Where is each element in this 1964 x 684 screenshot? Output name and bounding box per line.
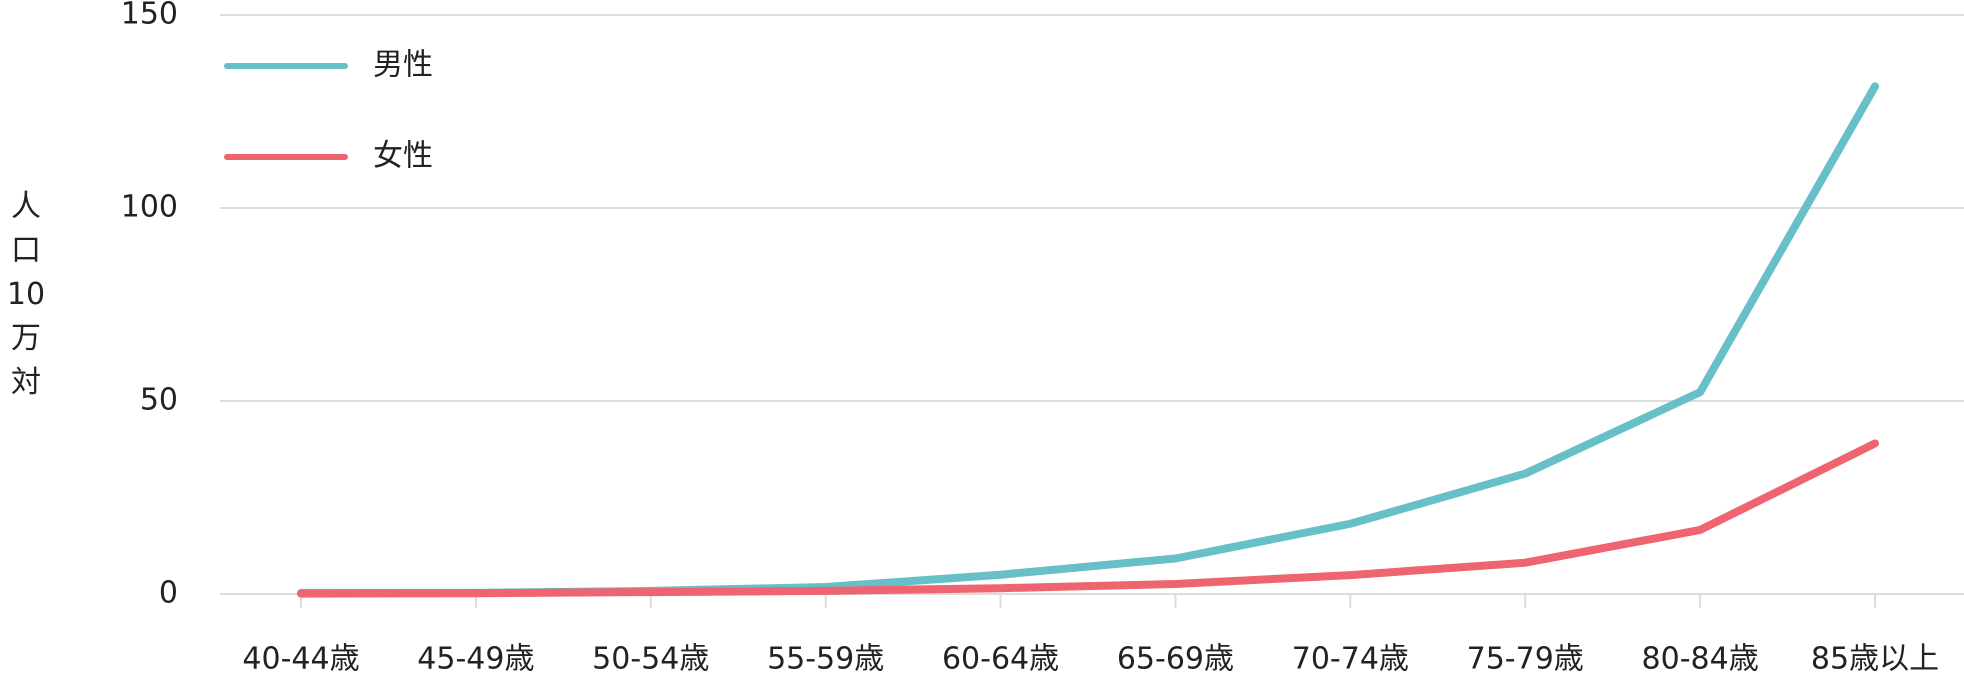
x-tick-label: 60-64歳	[942, 642, 1059, 677]
x-tick-label: 75-79歳	[1467, 642, 1584, 677]
x-tick-label: 85歳以上	[1811, 642, 1939, 677]
y-axis-label: 人口10万対	[6, 189, 46, 400]
y-tick-label: 50	[140, 383, 178, 418]
x-tick-label: 45-49歳	[417, 642, 534, 677]
x-tick-label: 50-54歳	[592, 642, 709, 677]
x-tick-label: 70-74歳	[1292, 642, 1409, 677]
y-tick-label: 100	[121, 190, 178, 225]
y-tick-label: 0	[159, 576, 178, 611]
x-tick-label: 80-84歳	[1642, 642, 1759, 677]
y-tick-label: 150	[121, 0, 178, 32]
series-line	[297, 439, 1879, 598]
x-tick-label: 55-59歳	[767, 642, 884, 677]
legend-label: 男性	[373, 48, 433, 83]
x-tick-label: 65-69歳	[1117, 642, 1234, 677]
legend-label: 女性	[373, 139, 433, 174]
x-tick-label: 40-44歳	[242, 642, 359, 677]
series-line	[297, 82, 1879, 597]
